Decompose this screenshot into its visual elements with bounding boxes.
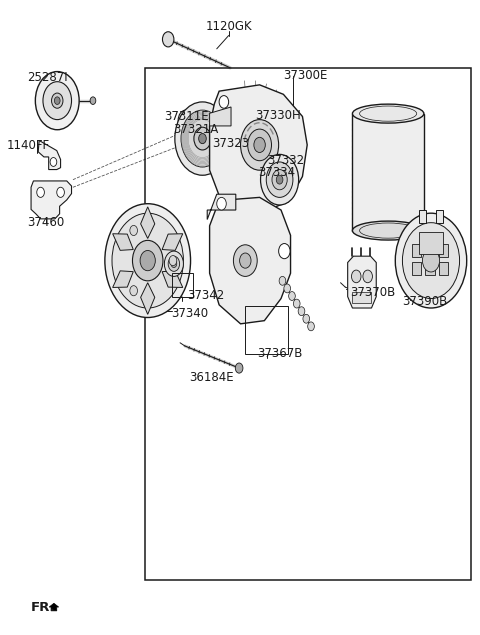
- Text: 37390B: 37390B: [402, 295, 448, 308]
- Circle shape: [171, 260, 177, 267]
- Text: 37367B: 37367B: [257, 347, 302, 360]
- Bar: [245, 306, 288, 354]
- Bar: [425, 262, 435, 274]
- Circle shape: [199, 133, 206, 144]
- Polygon shape: [162, 271, 183, 288]
- Ellipse shape: [352, 104, 424, 123]
- Ellipse shape: [352, 221, 424, 240]
- Circle shape: [288, 291, 295, 300]
- Circle shape: [130, 286, 137, 296]
- Circle shape: [37, 187, 44, 197]
- Circle shape: [51, 93, 63, 108]
- Circle shape: [57, 187, 64, 197]
- Circle shape: [105, 204, 191, 318]
- Circle shape: [351, 270, 361, 283]
- Bar: [352, 291, 372, 303]
- Text: 37340: 37340: [171, 307, 209, 319]
- Circle shape: [254, 137, 265, 152]
- Bar: [439, 262, 448, 274]
- Circle shape: [279, 244, 290, 258]
- Circle shape: [266, 162, 293, 197]
- Circle shape: [194, 127, 211, 150]
- Text: 1140FF: 1140FF: [7, 139, 50, 152]
- Text: 37332: 37332: [267, 154, 304, 167]
- Bar: [436, 210, 444, 223]
- Polygon shape: [210, 107, 231, 126]
- Circle shape: [217, 197, 226, 210]
- Circle shape: [130, 225, 137, 236]
- Circle shape: [112, 213, 183, 308]
- Circle shape: [240, 253, 251, 268]
- Text: FR.: FR.: [31, 601, 56, 613]
- Polygon shape: [207, 194, 236, 220]
- Circle shape: [90, 97, 96, 104]
- Circle shape: [181, 114, 190, 126]
- Bar: [419, 210, 426, 223]
- Text: 36184E: 36184E: [190, 371, 234, 384]
- Polygon shape: [113, 234, 133, 250]
- Text: 37321A: 37321A: [173, 123, 218, 137]
- Circle shape: [303, 314, 310, 323]
- Circle shape: [233, 245, 257, 276]
- Text: 37370B: 37370B: [350, 286, 396, 298]
- Text: 1120GK: 1120GK: [205, 20, 252, 33]
- Circle shape: [43, 82, 72, 119]
- Circle shape: [284, 284, 290, 293]
- Circle shape: [132, 241, 163, 281]
- Text: 37311E: 37311E: [164, 110, 209, 123]
- Circle shape: [168, 256, 180, 271]
- Bar: [171, 272, 193, 297]
- Circle shape: [293, 299, 300, 308]
- Circle shape: [279, 276, 286, 285]
- Bar: [352, 114, 424, 231]
- Polygon shape: [141, 207, 155, 239]
- Polygon shape: [38, 140, 60, 170]
- Bar: [412, 244, 421, 257]
- Circle shape: [162, 32, 174, 47]
- Polygon shape: [141, 283, 155, 314]
- Circle shape: [169, 255, 177, 265]
- Circle shape: [276, 175, 283, 184]
- Circle shape: [240, 119, 279, 170]
- Circle shape: [248, 129, 272, 161]
- Circle shape: [178, 110, 193, 130]
- Polygon shape: [113, 271, 133, 288]
- Polygon shape: [210, 85, 307, 211]
- Circle shape: [308, 322, 314, 331]
- Polygon shape: [162, 234, 183, 250]
- Circle shape: [272, 170, 287, 190]
- Polygon shape: [210, 197, 290, 324]
- Bar: [419, 232, 443, 254]
- Bar: [439, 244, 448, 257]
- Text: 37334: 37334: [258, 166, 295, 178]
- Circle shape: [36, 72, 79, 130]
- Bar: [145, 68, 471, 580]
- Polygon shape: [31, 181, 72, 219]
- Text: 37323: 37323: [212, 137, 249, 149]
- Polygon shape: [49, 603, 59, 611]
- Polygon shape: [348, 256, 376, 308]
- Circle shape: [140, 250, 156, 271]
- Circle shape: [54, 97, 60, 104]
- Text: 37460: 37460: [28, 216, 65, 229]
- Circle shape: [261, 154, 299, 205]
- Circle shape: [181, 110, 224, 167]
- Circle shape: [175, 102, 230, 175]
- Circle shape: [298, 307, 305, 316]
- Bar: [425, 244, 435, 257]
- Circle shape: [396, 213, 467, 308]
- Text: 25287I: 25287I: [27, 70, 68, 84]
- Circle shape: [422, 249, 440, 272]
- Circle shape: [235, 363, 243, 373]
- Bar: [412, 262, 421, 274]
- Circle shape: [402, 223, 459, 298]
- Text: 37330H: 37330H: [255, 109, 300, 122]
- Circle shape: [219, 96, 228, 108]
- Text: 37300E: 37300E: [283, 69, 328, 83]
- Circle shape: [50, 157, 57, 166]
- Circle shape: [164, 251, 183, 276]
- Circle shape: [363, 270, 372, 283]
- Text: 37342: 37342: [187, 289, 225, 302]
